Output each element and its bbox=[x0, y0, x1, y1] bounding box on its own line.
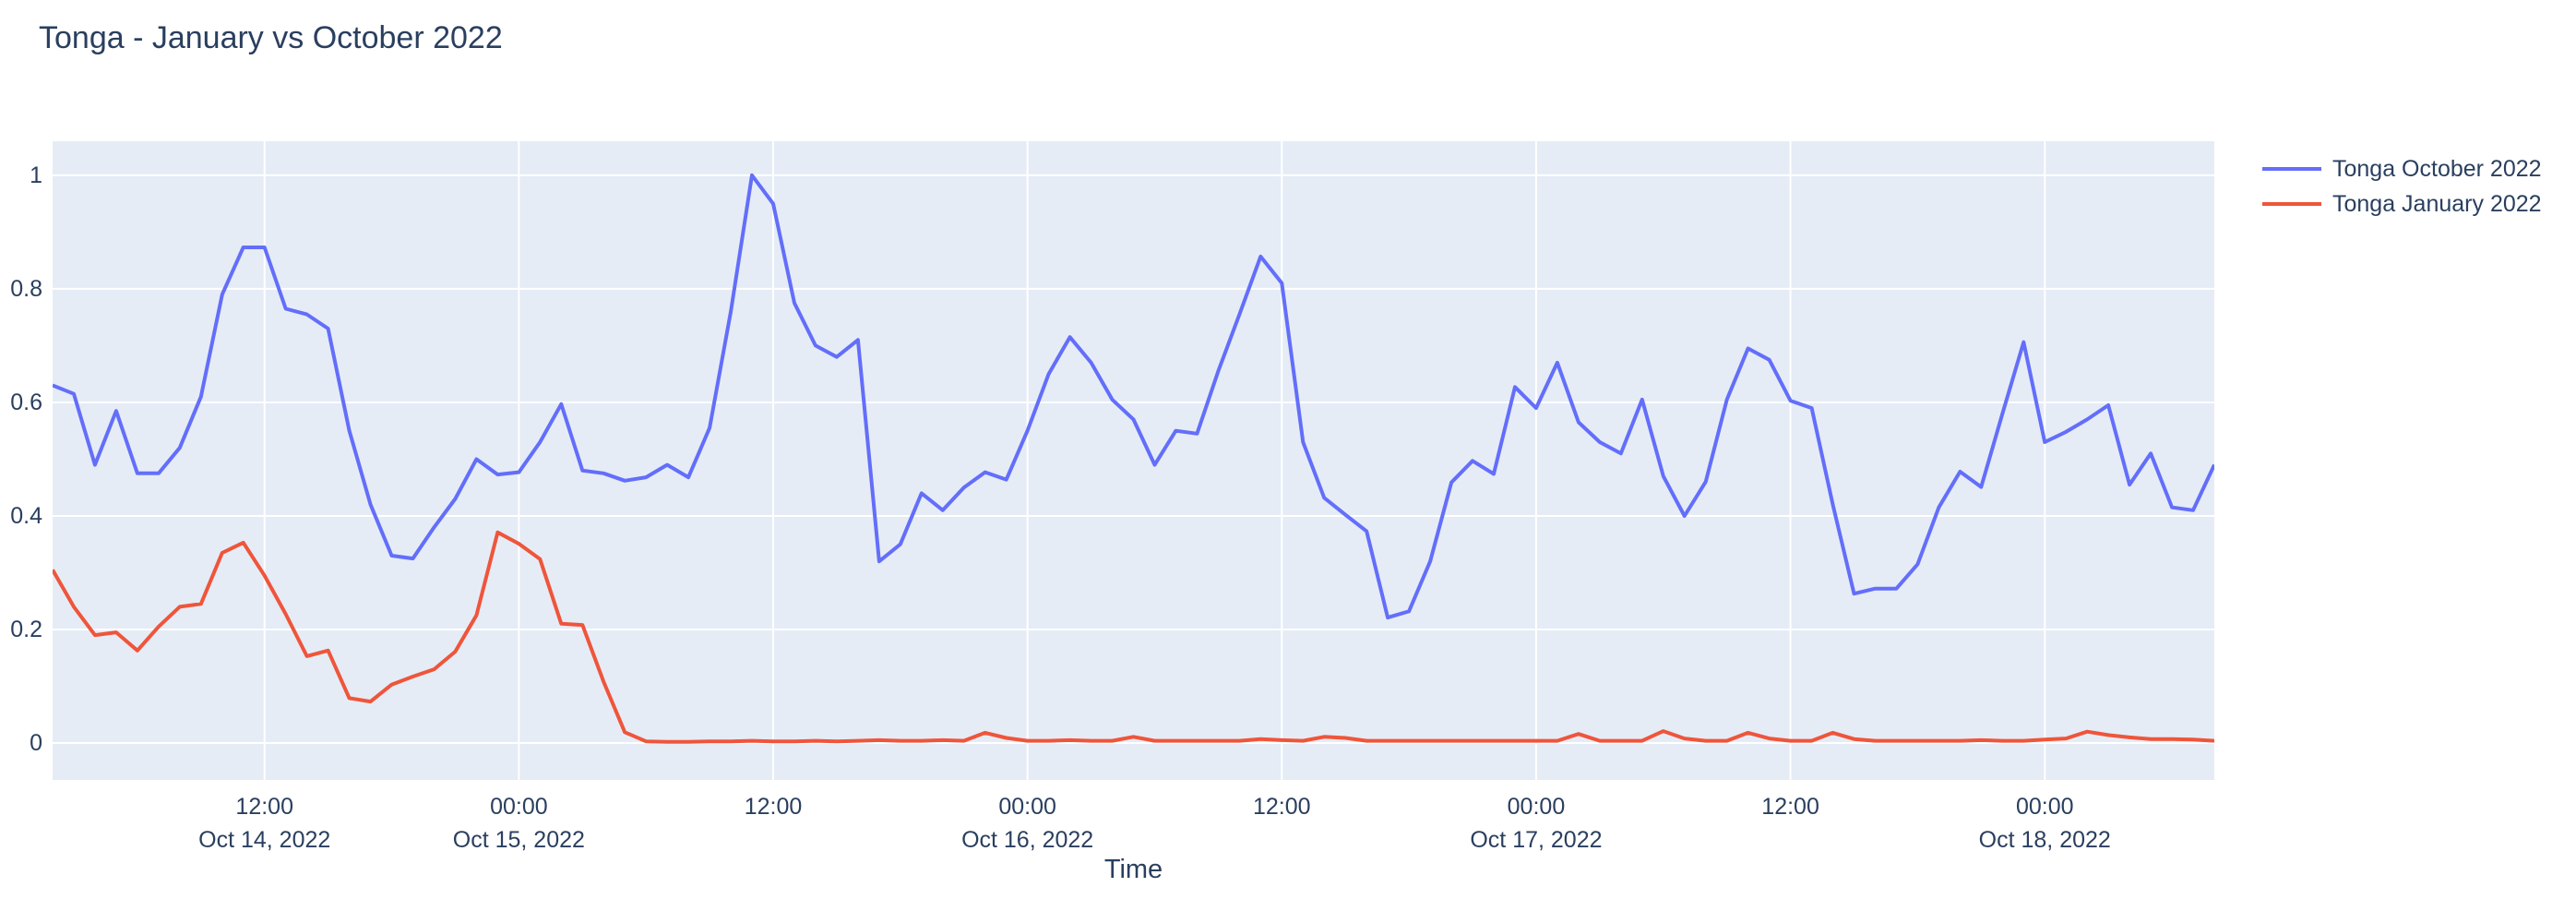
x-tick-label: 00:00 Oct 18, 2022 bbox=[1979, 790, 2111, 857]
legend-item-label: Tonga October 2022 bbox=[2332, 155, 2542, 182]
series-line-tonga-january-2022 bbox=[53, 530, 2214, 744]
x-axis-title: Time bbox=[1103, 855, 1163, 884]
plot-area[interactable] bbox=[53, 141, 2214, 780]
x-tick-label: 12:00 bbox=[745, 790, 803, 823]
series-line-tonga-october-2022 bbox=[53, 173, 2214, 620]
x-tick-time: 12:00 bbox=[235, 794, 293, 820]
x-tick-label: 00:00 Oct 16, 2022 bbox=[961, 790, 1093, 857]
y-tick-label: 0.2 bbox=[10, 616, 42, 642]
x-tick-time: 12:00 bbox=[1761, 794, 1819, 820]
legend-item-label: Tonga January 2022 bbox=[2332, 190, 2542, 217]
legend-item-tonga-october-2022[interactable]: Tonga October 2022 bbox=[2262, 151, 2542, 186]
legend-line-swatch bbox=[2262, 202, 2321, 206]
x-tick-date: Oct 16, 2022 bbox=[961, 827, 1094, 853]
x-tick-time: 12:00 bbox=[744, 794, 803, 820]
legend-line-swatch bbox=[2262, 167, 2321, 171]
x-tick-time: 00:00 bbox=[2015, 794, 2074, 820]
y-tick-label: 0 bbox=[30, 730, 42, 757]
x-tick-date: Oct 15, 2022 bbox=[452, 827, 585, 853]
y-tick-label: 0.6 bbox=[10, 389, 42, 415]
plot-background bbox=[53, 141, 2214, 780]
x-tick-time: 12:00 bbox=[1253, 794, 1311, 820]
x-tick-label: 12:00 bbox=[1253, 790, 1311, 823]
x-tick-time: 00:00 bbox=[998, 794, 1056, 820]
x-tick-date: Oct 14, 2022 bbox=[198, 827, 331, 853]
chart-title: Tonga - January vs October 2022 bbox=[39, 20, 503, 55]
legend-item-tonga-january-2022[interactable]: Tonga January 2022 bbox=[2262, 186, 2542, 222]
x-tick-date: Oct 17, 2022 bbox=[1470, 827, 1603, 853]
x-tick-label: 12:00 Oct 14, 2022 bbox=[198, 790, 330, 857]
y-tick-label: 0.4 bbox=[10, 502, 42, 529]
y-tick-label: 0.8 bbox=[10, 275, 42, 302]
legend: Tonga October 2022 Tonga January 2022 bbox=[2262, 151, 2542, 222]
x-tick-date: Oct 18, 2022 bbox=[1978, 827, 2111, 853]
x-tick-label: 00:00 Oct 17, 2022 bbox=[1470, 790, 1602, 857]
y-tick-label: 1 bbox=[30, 162, 42, 188]
x-tick-time: 00:00 bbox=[490, 794, 548, 820]
x-tick-label: 00:00 Oct 15, 2022 bbox=[453, 790, 585, 857]
x-tick-label: 12:00 bbox=[1761, 790, 1819, 823]
x-tick-time: 00:00 bbox=[1507, 794, 1566, 820]
